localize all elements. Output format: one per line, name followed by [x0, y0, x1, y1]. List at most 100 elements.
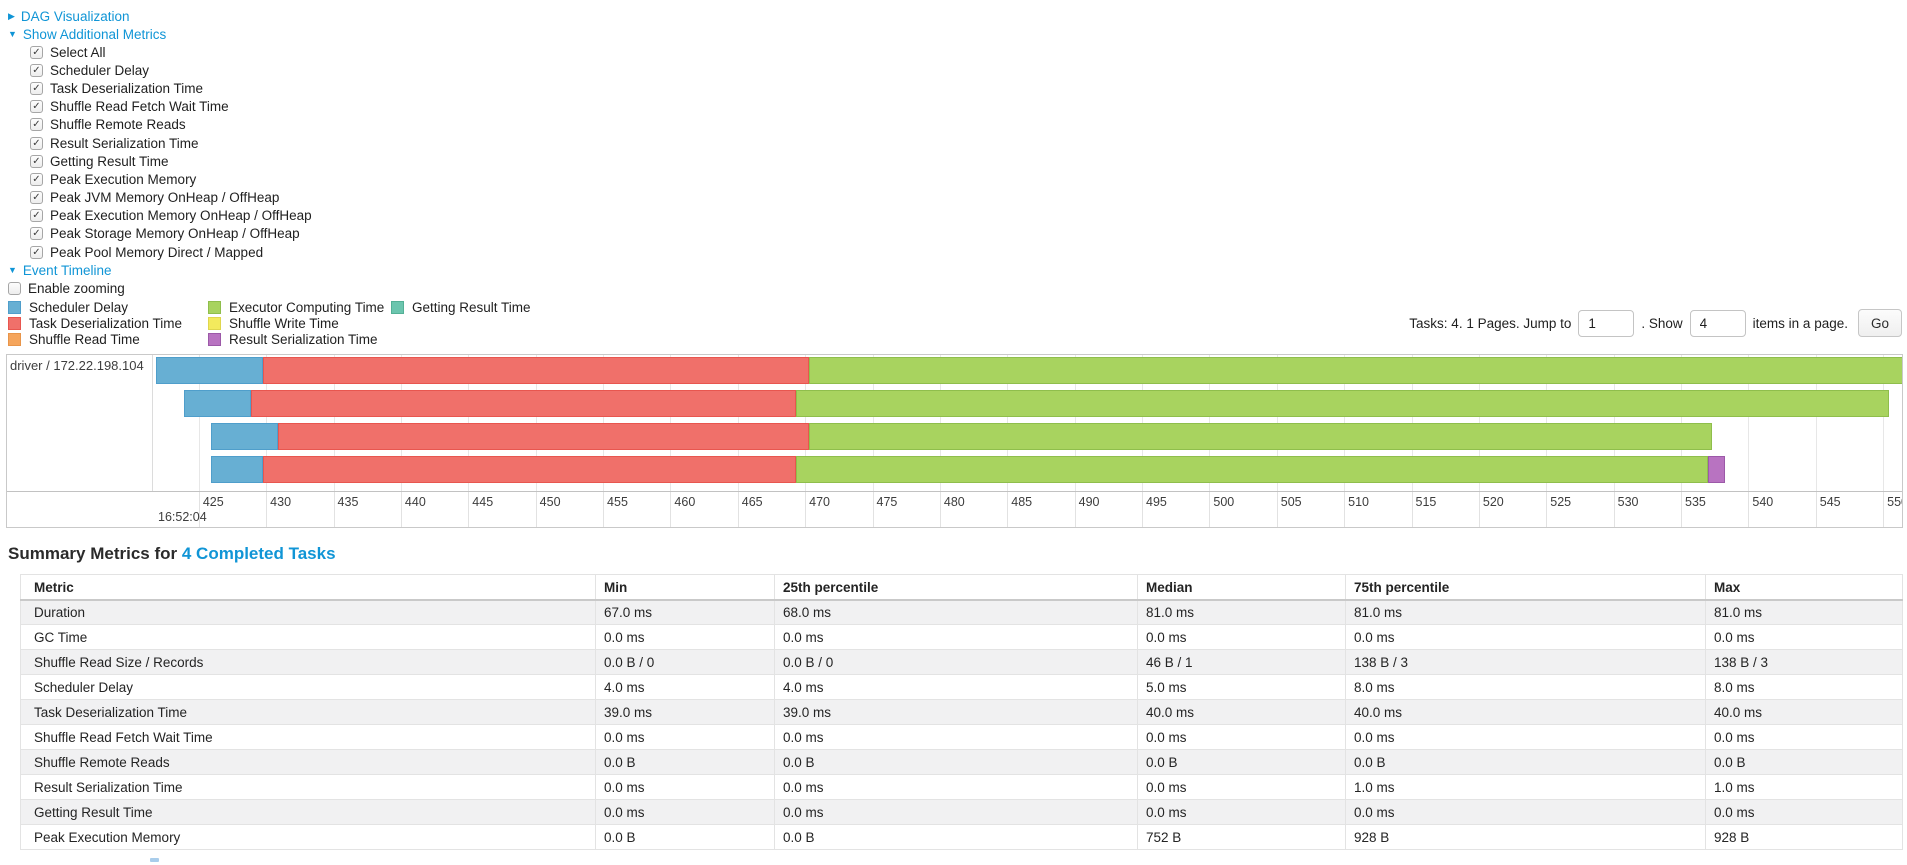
- tasks-count-text: Tasks: 4. 1 Pages. Jump to: [1409, 315, 1572, 331]
- column-header: Max: [1705, 574, 1903, 601]
- checked-checkbox[interactable]: ✓: [30, 136, 43, 150]
- metric-value-cell: 0.0 ms: [1345, 724, 1706, 751]
- task-segment-executor-computing[interactable]: [795, 390, 1889, 418]
- metric-value-cell: 0.0 ms: [1345, 799, 1706, 826]
- checked-checkbox[interactable]: ✓: [30, 245, 43, 259]
- legend-label: Shuffle Read Time: [29, 332, 140, 348]
- metric-checkbox-label: Shuffle Remote Reads: [50, 117, 186, 133]
- checked-checkbox[interactable]: ✓: [30, 191, 43, 205]
- task-segment-task-deserialization[interactable]: [278, 423, 810, 451]
- axis-tick-label: 440: [404, 495, 426, 510]
- show-additional-metrics-label: Show Additional Metrics: [22, 26, 167, 42]
- axis-gridline: [1478, 492, 1480, 528]
- enable-zooming-row: ✓ Enable zooming: [8, 279, 1907, 297]
- legend-label: Executor Computing Time: [229, 300, 385, 316]
- metric-value-cell: 0.0 B: [1137, 749, 1346, 776]
- task-segment-executor-computing[interactable]: [809, 357, 1902, 385]
- metric-checkbox-row: ✓ Shuffle Read Fetch Wait Time: [30, 98, 1907, 116]
- axis-gridline: [1815, 492, 1817, 528]
- metric-checkbox-label: Peak Execution Memory: [50, 171, 197, 187]
- axis-tick-label: 435: [337, 495, 359, 510]
- dag-visualization-toggle[interactable]: ▶ DAG Visualization: [8, 7, 129, 25]
- task-segment-scheduler-delay[interactable]: [155, 357, 264, 385]
- checked-checkbox[interactable]: ✓: [30, 63, 43, 77]
- checked-checkbox[interactable]: ✓: [30, 227, 43, 241]
- checked-checkbox[interactable]: ✓: [30, 100, 43, 114]
- go-button[interactable]: Go: [1857, 309, 1902, 338]
- task-segment-task-deserialization[interactable]: [263, 357, 810, 385]
- metric-name-cell: Duration: [20, 599, 596, 626]
- legend-item: Result Serialization Time: [208, 332, 391, 347]
- axis-tick-label: 530: [1617, 495, 1639, 510]
- metric-value-cell: 0.0 B / 0: [595, 649, 775, 676]
- show-text: . Show: [1641, 315, 1683, 331]
- metric-checkbox-row: ✓ Shuffle Remote Reads: [30, 116, 1907, 134]
- metric-value-cell: 0.0 B: [774, 749, 1138, 776]
- checked-checkbox[interactable]: ✓: [30, 154, 43, 168]
- checked-checkbox[interactable]: ✓: [30, 172, 43, 186]
- metric-name-cell: Shuffle Read Fetch Wait Time: [20, 724, 596, 751]
- checked-checkbox[interactable]: ✓: [30, 81, 43, 95]
- axis-gridline: [333, 492, 335, 528]
- metric-value-cell: 0.0 ms: [774, 724, 1138, 751]
- metric-name-cell: Getting Result Time: [20, 799, 596, 826]
- legend-swatch-icon: [391, 301, 404, 315]
- task-segment-scheduler-delay[interactable]: [183, 390, 252, 418]
- metric-value-cell: 39.0 ms: [595, 699, 775, 726]
- metric-value-cell: 46 B / 1: [1137, 649, 1346, 676]
- task-segment-task-deserialization[interactable]: [251, 390, 796, 418]
- metric-value-cell: 0.0 B: [595, 749, 775, 776]
- metric-value-cell: 40.0 ms: [1705, 699, 1903, 726]
- enable-zooming-checkbox[interactable]: ✓: [8, 281, 21, 295]
- checked-checkbox[interactable]: ✓: [30, 45, 43, 59]
- column-header: 25th percentile: [774, 574, 1138, 601]
- axis-gridline: [266, 492, 268, 528]
- show-additional-metrics-toggle[interactable]: ▼ Show Additional Metrics: [8, 25, 166, 43]
- items-per-page-input[interactable]: [1689, 309, 1746, 337]
- column-header: Metric: [20, 574, 596, 601]
- axis-time-label: 16:52:04: [158, 510, 207, 525]
- legend-swatch-icon: [208, 301, 221, 315]
- summary-metrics-title: Summary Metrics for 4 Completed Tasks: [8, 544, 1907, 564]
- legend-label: Getting Result Time: [412, 300, 531, 316]
- metric-value-cell: 8.0 ms: [1345, 674, 1706, 701]
- metric-value-cell: 0.0 ms: [595, 799, 775, 826]
- checked-checkbox[interactable]: ✓: [30, 118, 43, 132]
- additional-metrics-checkbox-list: ✓ Select All ✓ Scheduler Delay ✓ Task Deseria…: [0, 43, 1907, 261]
- axis-gridline: [468, 492, 470, 528]
- axis-gridline: [400, 492, 402, 528]
- event-timeline-chart: driver / 172.22.198.104 425 430 435 440 445 4…: [6, 354, 1903, 529]
- completed-tasks-link[interactable]: 4 Completed Tasks: [181, 544, 336, 564]
- metric-value-cell: 40.0 ms: [1137, 699, 1346, 726]
- axis-gridline: [603, 492, 605, 528]
- task-segment-scheduler-delay[interactable]: [210, 455, 264, 483]
- axis-tick-label: 430: [270, 495, 292, 510]
- metric-value-cell: 0.0 ms: [774, 624, 1138, 651]
- axis-tick-label: 535: [1685, 495, 1706, 510]
- metric-checkbox-row: ✓ Task Deserialization Time: [30, 79, 1907, 97]
- metric-checkbox-row: ✓ Peak Execution Memory OnHeap / OffHeap: [30, 207, 1907, 225]
- jump-to-page-input[interactable]: [1578, 309, 1635, 337]
- metric-name-cell: Scheduler Delay: [20, 674, 596, 701]
- metric-checkbox-label: Getting Result Time: [50, 153, 169, 169]
- task-segment-scheduler-delay[interactable]: [210, 423, 279, 451]
- collapsed-arrow-icon: ▶: [8, 10, 15, 21]
- metric-value-cell: 138 B / 3: [1705, 649, 1903, 676]
- event-timeline-toggle[interactable]: ▼ Event Timeline: [8, 261, 111, 279]
- task-segment-executor-computing[interactable]: [809, 423, 1712, 451]
- metric-checkbox-row: ✓ Scheduler Delay: [30, 61, 1907, 79]
- checked-checkbox[interactable]: ✓: [30, 209, 43, 223]
- axis-tick-label: 550: [1887, 495, 1902, 510]
- legend-column: Scheduler Delay Task Deserialization Time…: [8, 300, 208, 348]
- metric-value-cell: 4.0 ms: [774, 674, 1138, 701]
- metric-value-cell: 40.0 ms: [1345, 699, 1706, 726]
- task-segment-task-deserialization[interactable]: [263, 455, 796, 483]
- axis-tick-label: 460: [674, 495, 696, 510]
- axis-tick-label: 510: [1348, 495, 1369, 510]
- metric-value-cell: 0.0 ms: [595, 774, 775, 801]
- task-segment-result-serialization[interactable]: [1707, 455, 1726, 483]
- metric-value-cell: 138 B / 3: [1345, 649, 1706, 676]
- axis-tick-label: 425: [202, 495, 224, 510]
- table-row: Result Serialization Time 0.0 ms 0.0 ms 0.0…: [20, 774, 1903, 801]
- task-segment-executor-computing[interactable]: [795, 455, 1708, 483]
